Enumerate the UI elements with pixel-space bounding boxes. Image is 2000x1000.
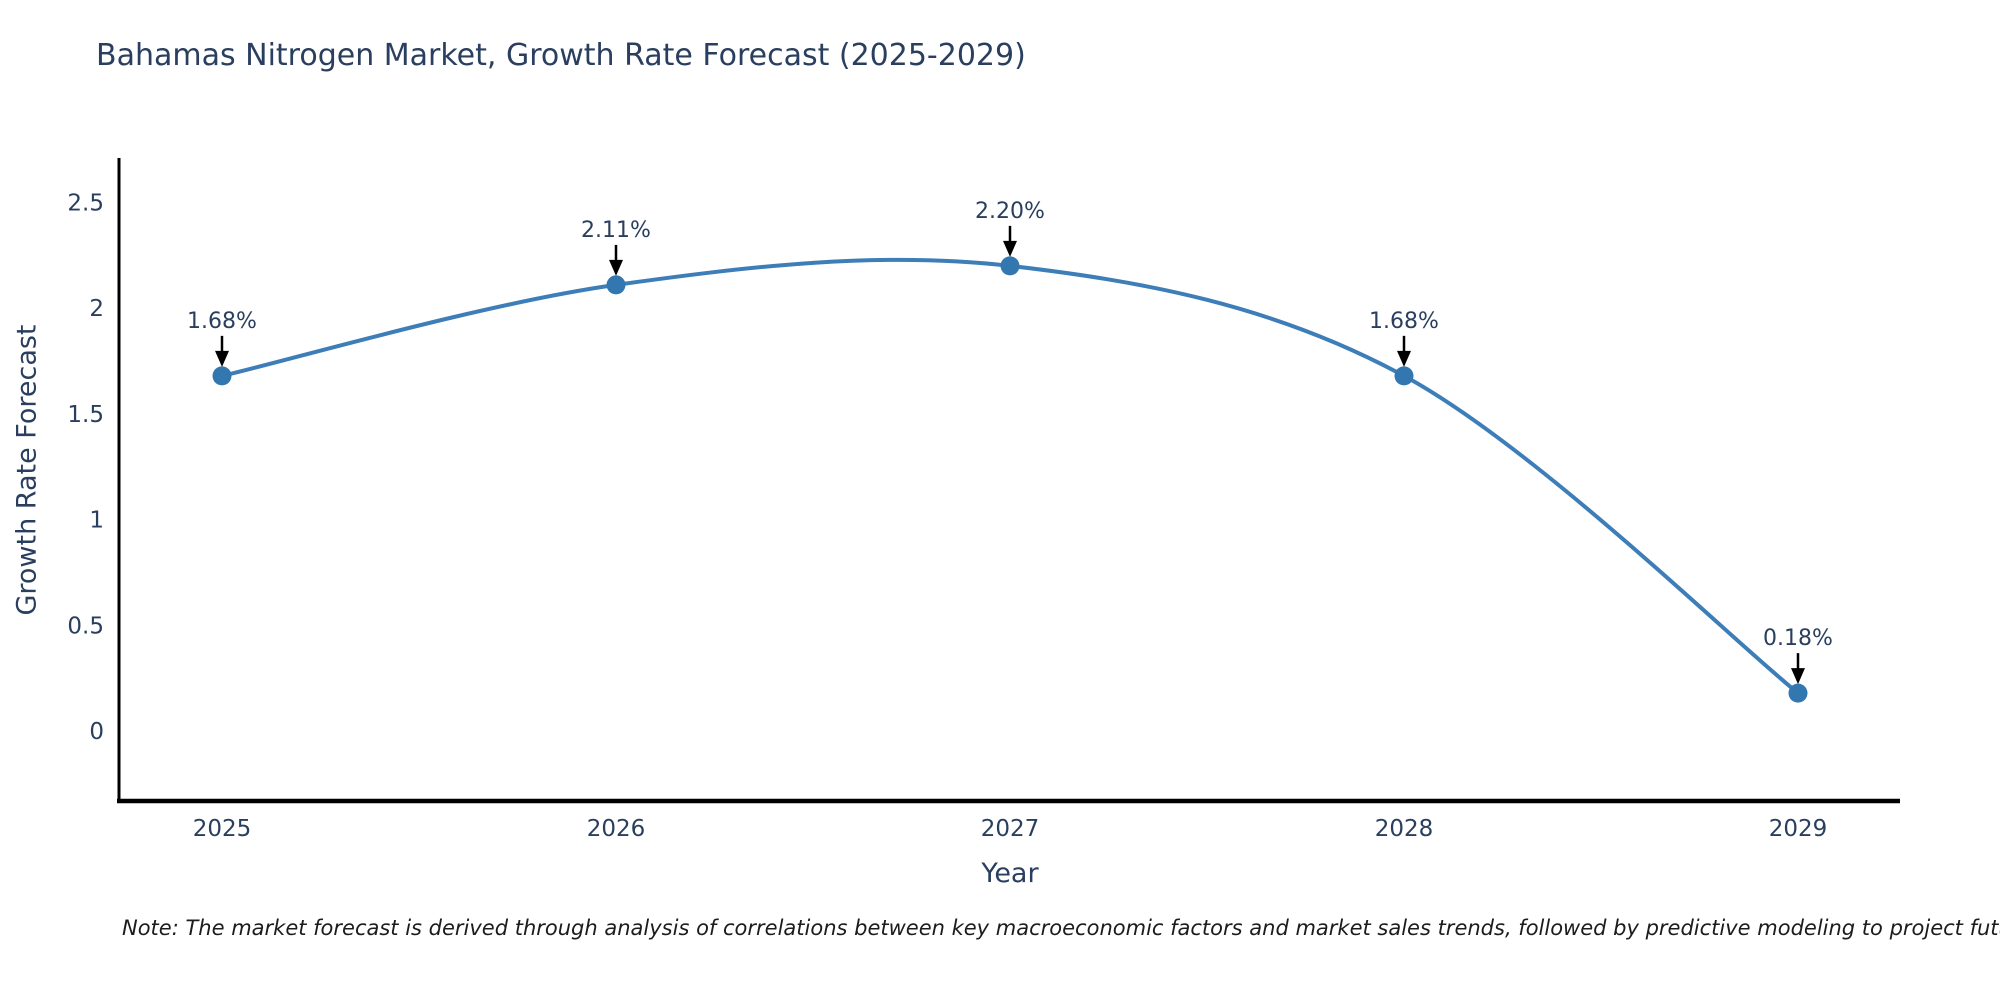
data-point-2025 (212, 366, 232, 386)
point-label-2027: 2.20% (975, 199, 1045, 224)
x-tick-label: 2026 (587, 816, 646, 842)
annotation-arrowhead (609, 259, 623, 276)
x-axis-title: Year (981, 858, 1039, 889)
y-tick-label: 0 (89, 719, 104, 745)
point-label-2029: 0.18% (1763, 626, 1833, 651)
y-tick-label: 1 (89, 508, 104, 534)
data-point-2029 (1788, 683, 1808, 703)
y-tick-label: 1.5 (67, 402, 104, 428)
annotation-arrowhead (215, 350, 229, 367)
x-tick-label: 2028 (1375, 816, 1434, 842)
y-tick-label: 2 (89, 296, 104, 322)
footnote: Note: The market forecast is derived thr… (122, 916, 2000, 940)
x-tick-label: 2025 (193, 816, 252, 842)
annotation-arrowhead (1791, 668, 1805, 685)
y-tick-label: 2.5 (67, 190, 104, 216)
data-point-2027 (1000, 256, 1020, 276)
x-tick-label: 2029 (1769, 816, 1828, 842)
point-label-2026: 2.11% (581, 218, 651, 243)
point-label-2025: 1.68% (187, 309, 257, 334)
x-tick-label: 2027 (981, 816, 1040, 842)
point-label-2028: 1.68% (1369, 309, 1439, 334)
forecast-line (220, 257, 1800, 696)
data-point-2028 (1394, 366, 1414, 386)
data-point-2026 (606, 275, 626, 295)
y-tick-label: 0.5 (67, 613, 104, 639)
annotation-arrowhead (1397, 350, 1411, 367)
annotation-arrowhead (1003, 240, 1017, 257)
chart-title: Bahamas Nitrogen Market, Growth Rate For… (96, 38, 1026, 73)
